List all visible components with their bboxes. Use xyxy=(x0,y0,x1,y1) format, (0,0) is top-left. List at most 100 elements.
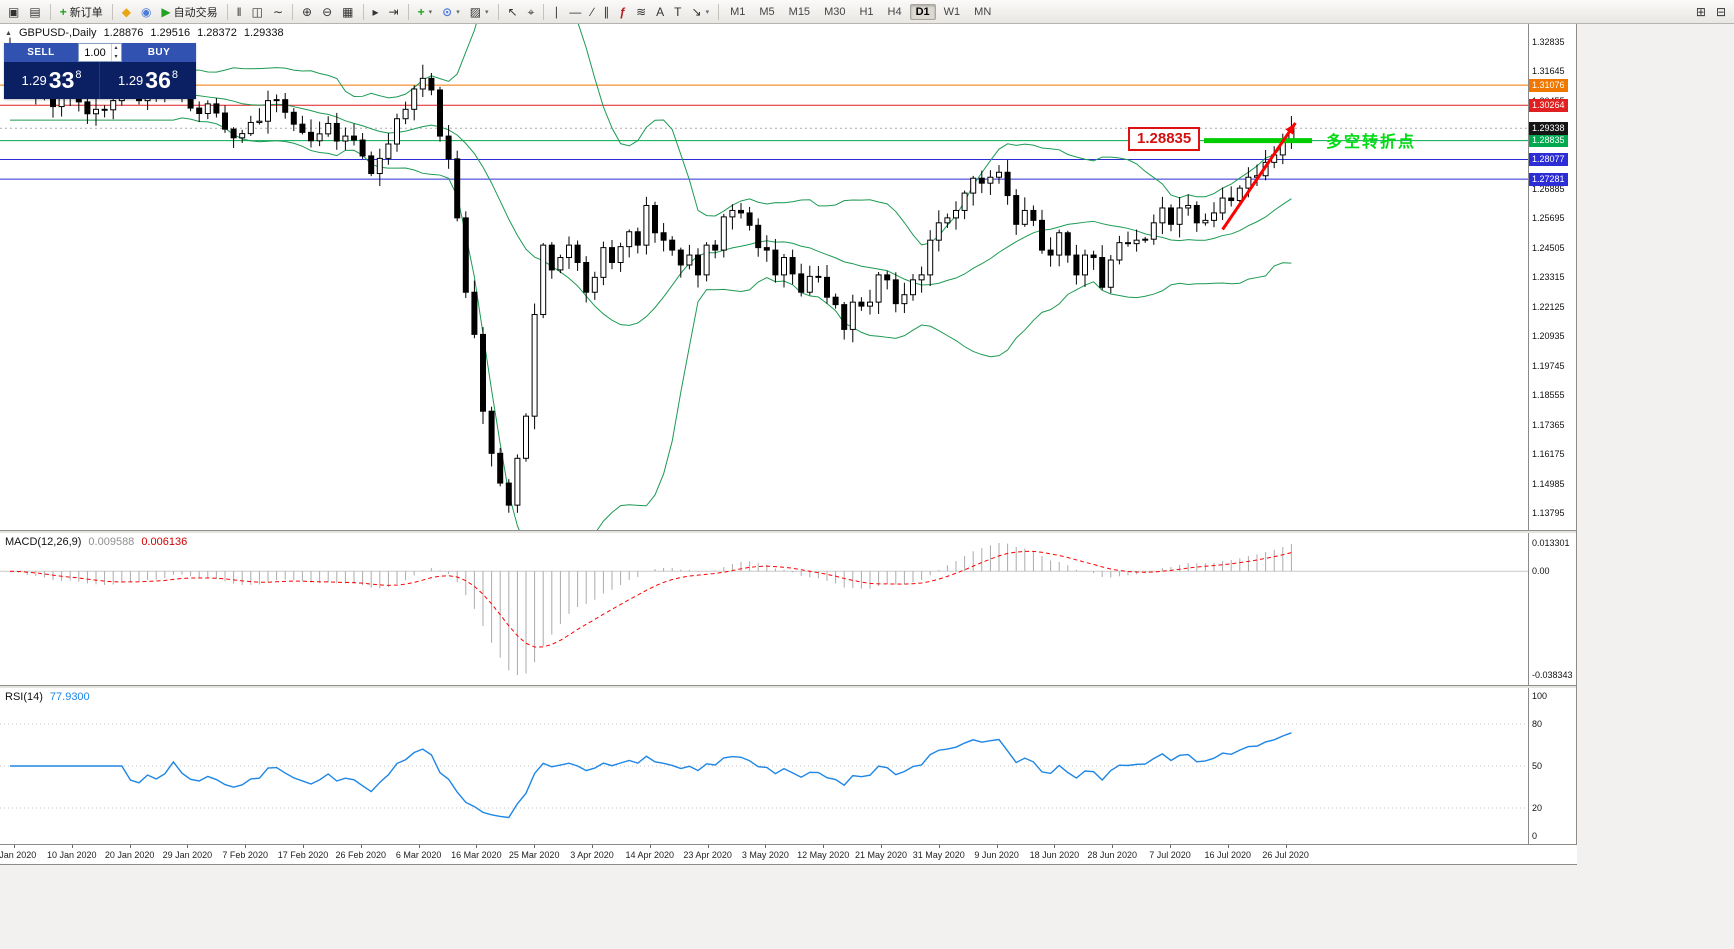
timeframe-d1[interactable]: D1 xyxy=(909,3,936,20)
profiles-icon[interactable]: ▤ xyxy=(24,2,45,22)
time-tick xyxy=(1170,845,1171,848)
crosshair-icon[interactable]: ⌖ xyxy=(523,2,540,22)
text-icon[interactable]: A xyxy=(651,2,669,22)
horizontal-line-icon[interactable]: ― xyxy=(564,2,586,22)
candles xyxy=(7,37,1295,513)
time-label: 16 Mar 2020 xyxy=(451,850,502,860)
time-tick xyxy=(1112,845,1114,848)
turning-point-note[interactable]: 多空转折点 xyxy=(1326,134,1417,151)
timeframe-h4[interactable]: H4 xyxy=(887,5,902,18)
price-tick-label: 1.25695 xyxy=(1532,213,1565,224)
time-tick xyxy=(649,845,651,848)
volume-decrease-button[interactable]: ▾ xyxy=(114,53,118,60)
rsi-axis-label: 50 xyxy=(1532,761,1543,771)
bar-chart-icon[interactable]: ‖ xyxy=(232,2,247,22)
timeframe-mn[interactable]: MN xyxy=(974,5,992,18)
auto-scroll-icon: ▸ xyxy=(372,4,379,19)
rsi-canvas[interactable] xyxy=(0,688,1528,844)
new-window-icon[interactable]: ▣ xyxy=(3,2,24,22)
macd-axis[interactable]: 0.013301 0.00 -0.038343 xyxy=(1528,533,1576,685)
indicators-icon[interactable]: + ▾ xyxy=(413,2,438,22)
buy-price-head: 1.29 xyxy=(117,73,144,88)
dropdown-caret-icon: ▾ xyxy=(485,8,489,16)
candlestick-chart-icon[interactable]: ◫ xyxy=(247,2,268,22)
cursor-icon[interactable]: ↖ xyxy=(503,2,523,22)
one-click-collapse-icon[interactable]: ▲ xyxy=(5,29,12,37)
price-tick-label: 1.14985 xyxy=(1532,478,1565,489)
time-label: 9 Jun 2020 xyxy=(974,850,1019,860)
pane-separator-macd[interactable] xyxy=(0,530,1576,533)
line-chart-icon[interactable]: ∼ xyxy=(268,2,288,22)
auto-scroll-icon[interactable]: ▸ xyxy=(368,2,384,22)
time-label: 29 Jan 2020 xyxy=(162,850,213,860)
zoom-out-icon[interactable]: ⊖ xyxy=(317,2,337,22)
sell-price-big: 33 xyxy=(48,67,75,93)
time-label: 23 Apr 2020 xyxy=(683,850,732,860)
shapes-icon[interactable]: ≋ xyxy=(631,2,651,22)
timeframe-m5[interactable]: M5 xyxy=(759,5,775,18)
text-label-icon: T xyxy=(674,4,682,19)
text-label-icon[interactable]: T xyxy=(669,2,686,22)
new-order-button[interactable]: + 新订单 xyxy=(55,2,108,22)
trendline-icon: ∕ xyxy=(591,4,594,19)
sell-button[interactable]: 1.29 33 8 xyxy=(4,62,100,99)
new-order-icon: + xyxy=(59,4,67,19)
sell-tab[interactable]: SELL xyxy=(4,43,78,62)
dropdown-caret-icon: ▾ xyxy=(705,8,710,16)
time-label: 6 Mar 2020 xyxy=(395,850,442,860)
macd-canvas[interactable] xyxy=(0,533,1528,685)
price-level-badge: 1.27281 xyxy=(1529,172,1568,186)
tile-windows-icon[interactable]: ▦ xyxy=(337,2,358,22)
timeframe-m15[interactable]: M15 xyxy=(788,5,811,18)
chart-shift-icon[interactable]: ⇥ xyxy=(384,2,404,22)
templates-icon[interactable]: ▨ ▾ xyxy=(465,2,494,22)
equidistant-channel-icon[interactable]: ∥ xyxy=(598,2,614,22)
indicators-icon: + xyxy=(417,4,425,19)
price-axis[interactable]: 1.328351.316451.304551.292651.280751.268… xyxy=(1528,24,1576,530)
text-icon: A xyxy=(656,4,665,19)
volume-increase-button[interactable]: ▴ xyxy=(114,45,118,52)
horizontal-line-icon: ― xyxy=(569,4,582,19)
time-label: 3 Apr 2020 xyxy=(570,850,614,860)
timeframe-w1[interactable]: W1 xyxy=(943,5,961,18)
arrows-icon[interactable]: ↘ ▾ xyxy=(687,2,715,22)
timeframe-m30[interactable]: M30 xyxy=(824,5,846,18)
fibonacci-icon[interactable]: ƒ xyxy=(614,2,631,22)
periods-icon: ⊙ xyxy=(442,4,453,19)
pane-separator-rsi[interactable] xyxy=(0,685,1576,688)
mql5-community-icon[interactable]: ◆ xyxy=(117,2,136,22)
window-arrange-icon[interactable]: ⊟ xyxy=(1711,2,1731,22)
zoom-in-icon[interactable]: ⊕ xyxy=(297,2,317,22)
fibonacci-icon: ƒ xyxy=(619,4,627,19)
autotrading-button[interactable]: ▶ 自动交易 xyxy=(156,2,222,22)
rsi-axis[interactable]: 100 80 50 20 0 xyxy=(1528,688,1576,844)
timeframe-m1[interactable]: M1 xyxy=(730,5,746,18)
market-news-icon[interactable]: ◉ xyxy=(136,2,156,22)
print-icon[interactable]: ⊞ xyxy=(1691,2,1711,22)
price-tick-label: 1.24505 xyxy=(1532,242,1565,253)
time-tick xyxy=(938,845,940,848)
price-annotation-label[interactable]: 1.28835 xyxy=(1128,127,1201,151)
macd-axis-min: -0.038343 xyxy=(1532,670,1573,680)
candlestick-chart-icon: ◫ xyxy=(251,4,263,19)
timeframe-h1[interactable]: H1 xyxy=(859,5,874,18)
volume-input[interactable] xyxy=(79,44,111,61)
buy-tab[interactable]: BUY xyxy=(122,43,196,62)
time-label: 7 Jul 2020 xyxy=(1149,850,1191,860)
buy-price-sup: 8 xyxy=(171,68,179,81)
cursor-icon: ↖ xyxy=(507,4,518,19)
macd-signal-value: 0.006136 xyxy=(141,536,188,548)
trendline-icon[interactable]: ∕ xyxy=(586,2,598,22)
autotrading-icon: ▶ xyxy=(161,4,171,19)
price-chart-canvas[interactable] xyxy=(0,24,1528,530)
chart-shift-icon: ⇥ xyxy=(388,4,399,19)
time-tick xyxy=(1054,845,1056,848)
time-label: 7 Feb 2020 xyxy=(222,850,268,860)
periods-icon[interactable]: ⊙ ▾ xyxy=(437,2,465,22)
buy-button[interactable]: 1.29 36 8 xyxy=(100,62,196,99)
chart-symbol-period: GBPUSD-,Daily xyxy=(18,27,97,39)
vertical-line-icon[interactable]: ∣ xyxy=(548,2,564,22)
price-tick-label: 1.19745 xyxy=(1532,360,1565,371)
time-axis[interactable]: 1 Jan 2020 10 Jan 2020 20 Jan 2020 29 Jan 2… xyxy=(0,844,1577,864)
time-label: 1 Jan 2020 xyxy=(0,850,37,860)
